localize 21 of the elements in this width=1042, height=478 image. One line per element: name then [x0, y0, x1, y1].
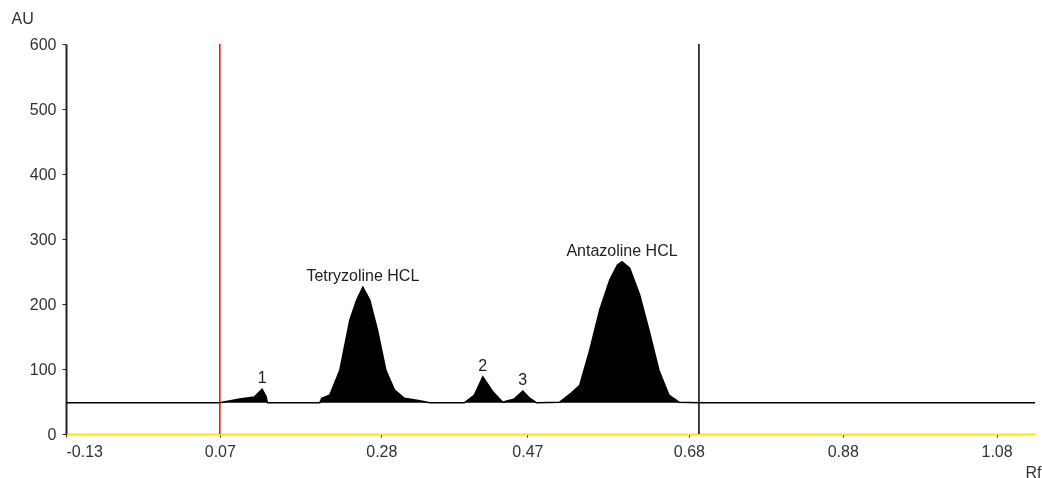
y-tick-label: 200: [29, 295, 57, 313]
y-tick-label: 100: [29, 360, 57, 378]
y-axis-title: AU: [11, 9, 34, 27]
x-tick-label: 0.88: [827, 442, 859, 460]
y-tick-label: 0: [47, 425, 57, 443]
x-axis-title: Rf: [1025, 463, 1042, 478]
annotation: 3: [518, 371, 528, 389]
x-tick-label: -0.13: [66, 442, 104, 460]
y-tick-label: 500: [29, 100, 57, 118]
y-tick-label: 400: [29, 165, 57, 183]
annotation: Tetryzoline HCL: [306, 267, 420, 285]
annotation: 1: [257, 369, 267, 387]
x-tick-label: 1.08: [981, 442, 1013, 460]
annotation: 2: [478, 356, 488, 374]
x-tick-label: 0.07: [204, 442, 236, 460]
y-tick-label: 300: [29, 230, 57, 248]
y-tick-label: 600: [29, 35, 57, 53]
x-tick-label: 0.47: [512, 442, 544, 460]
x-tick-label: 0.28: [366, 442, 398, 460]
annotation: Antazoline HCL: [566, 241, 678, 259]
x-tick-label: 0.68: [673, 442, 706, 460]
